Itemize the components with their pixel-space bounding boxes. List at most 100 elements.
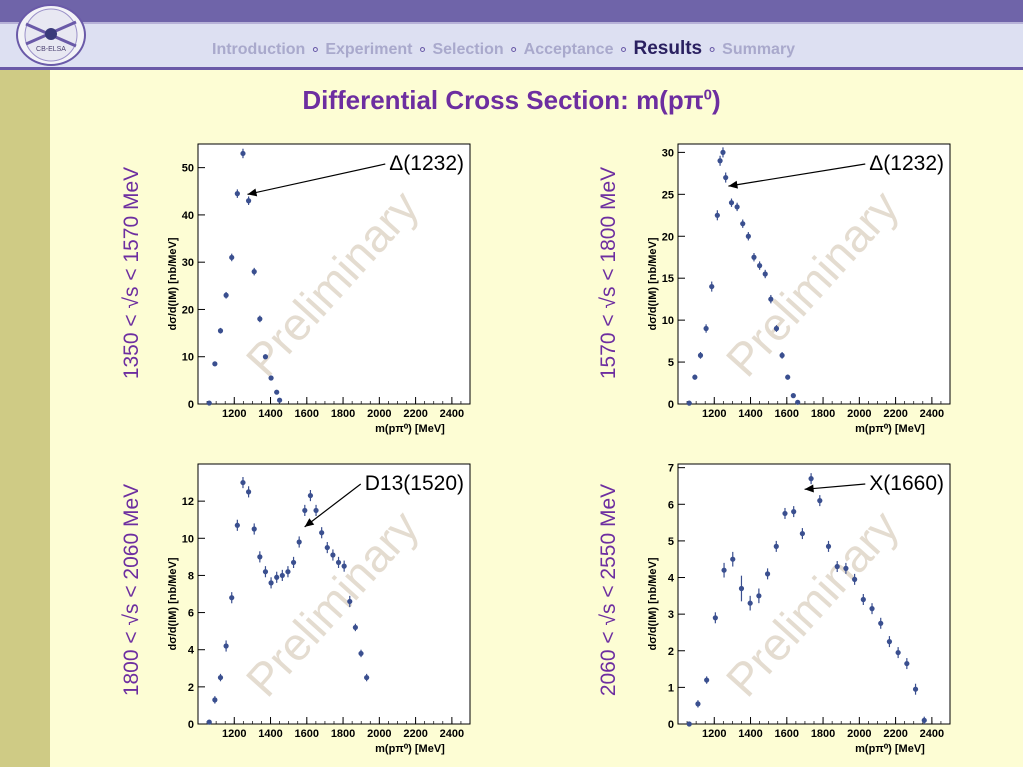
y-tick-label: 2 xyxy=(188,682,194,694)
data-point xyxy=(245,489,252,495)
data-point xyxy=(262,569,269,575)
data-point xyxy=(756,593,762,599)
x-tick-label: 1600 xyxy=(775,408,799,420)
chart-panel-4: Preliminary 1200 1400 1600 1800 2000 2200 2400 0… xyxy=(628,460,958,760)
left-sidebar xyxy=(0,0,50,767)
y-tick-label: 7 xyxy=(668,463,674,475)
data-point xyxy=(319,530,325,536)
data-point xyxy=(234,191,240,197)
data-point xyxy=(791,509,797,515)
data-point xyxy=(257,316,263,322)
x-tick-label: 1800 xyxy=(811,728,835,740)
data-point xyxy=(790,393,796,399)
title-sup: 0 xyxy=(703,86,712,104)
section-nav: Introduction ∘ Experiment ∘ Selection ∘ Accept… xyxy=(212,38,795,60)
title-text: Differential Cross Section: m(pπ xyxy=(302,85,704,115)
x-tick-label: 1200 xyxy=(702,728,726,740)
data-point xyxy=(745,233,751,239)
x-tick-label: 2400 xyxy=(440,408,464,420)
annotation-arrowhead xyxy=(247,188,258,197)
data-point xyxy=(274,574,280,580)
plot-area xyxy=(677,463,951,725)
title-close: ) xyxy=(711,85,721,115)
x-tick-label: 2000 xyxy=(367,728,391,740)
data-point xyxy=(773,325,780,332)
annotation-label: X(1660) xyxy=(869,472,944,495)
y-axis-label: dσ/d(IM) [nb/MeV] xyxy=(167,237,179,330)
annotation-arrow xyxy=(804,483,866,490)
data-point xyxy=(223,292,229,298)
data-point xyxy=(808,476,814,482)
data-point xyxy=(904,660,910,667)
x-tick-label: 1800 xyxy=(811,408,835,420)
data-point xyxy=(886,639,893,645)
row-label-2: 1570 < √s < 1800 MeV xyxy=(597,166,620,380)
data-point xyxy=(860,596,866,603)
data-point xyxy=(290,559,297,566)
data-point xyxy=(782,510,788,517)
nav-item-introduction[interactable]: Introduction xyxy=(212,41,306,58)
data-point xyxy=(285,569,291,575)
row-label-3: 1800 < √s < 2060 MeV xyxy=(120,483,143,697)
x-tick-label: 2000 xyxy=(367,408,391,420)
data-point xyxy=(686,400,692,406)
y-tick-label: 0 xyxy=(188,719,194,731)
data-point xyxy=(704,677,710,683)
data-point xyxy=(762,271,768,277)
nav-item-acceptance[interactable]: Acceptance xyxy=(523,41,614,58)
data-point xyxy=(217,328,224,334)
y-tick-label: 5 xyxy=(668,536,674,548)
y-tick-label: 5 xyxy=(668,357,674,369)
data-point xyxy=(330,552,336,558)
x-tick-label: 1400 xyxy=(738,728,762,740)
nav-item-summary[interactable]: Summary xyxy=(722,41,796,58)
plot-area xyxy=(197,463,471,725)
data-point xyxy=(296,539,302,545)
x-tick-label: 1200 xyxy=(702,408,726,420)
header-stripe-thin xyxy=(0,22,1023,24)
data-point xyxy=(709,283,715,290)
x-tick-label: 1200 xyxy=(222,728,246,740)
data-point xyxy=(307,492,314,499)
y-axis-label: dσ/d(IM) [nb/MeV] xyxy=(167,557,179,650)
data-point xyxy=(206,719,212,725)
cb-elsa-logo: CB-ELSA xyxy=(16,4,86,66)
data-point xyxy=(795,399,801,405)
y-tick-label: 10 xyxy=(662,315,674,327)
nav-item-selection[interactable]: Selection xyxy=(432,41,504,58)
data-point xyxy=(714,212,720,218)
data-point xyxy=(347,598,353,605)
y-tick-label: 10 xyxy=(182,352,194,364)
nav-item-experiment[interactable]: Experiment xyxy=(325,41,413,58)
data-point xyxy=(335,559,342,566)
y-tick-label: 30 xyxy=(182,257,194,269)
data-point xyxy=(843,565,849,571)
x-tick-label: 1400 xyxy=(258,408,282,420)
y-tick-label: 50 xyxy=(182,163,194,175)
x-axis-label: m(pπ⁰) [MeV] xyxy=(855,423,925,435)
y-tick-label: 1 xyxy=(668,682,674,694)
data-point xyxy=(878,620,884,626)
data-point xyxy=(268,375,274,381)
data-point xyxy=(212,361,218,367)
nav-item-results[interactable]: Results xyxy=(633,38,703,59)
data-point xyxy=(730,556,736,562)
data-point xyxy=(268,580,274,586)
data-point xyxy=(692,374,698,380)
x-tick-label: 2200 xyxy=(403,728,427,740)
y-tick-label: 25 xyxy=(662,189,674,201)
data-point xyxy=(217,674,224,681)
y-axis-label: dσ/d(IM) [nb/MeV] xyxy=(647,237,659,330)
y-tick-label: 4 xyxy=(188,645,195,657)
data-point xyxy=(352,624,358,631)
data-point xyxy=(234,522,240,528)
x-axis-label: m(pπ⁰) [MeV] xyxy=(375,743,445,755)
y-tick-label: 12 xyxy=(182,496,194,508)
x-axis-label: m(pπ⁰) [MeV] xyxy=(375,423,445,435)
y-tick-label: 30 xyxy=(662,147,674,159)
annotation-arrowhead xyxy=(804,484,814,493)
data-point xyxy=(785,374,791,380)
